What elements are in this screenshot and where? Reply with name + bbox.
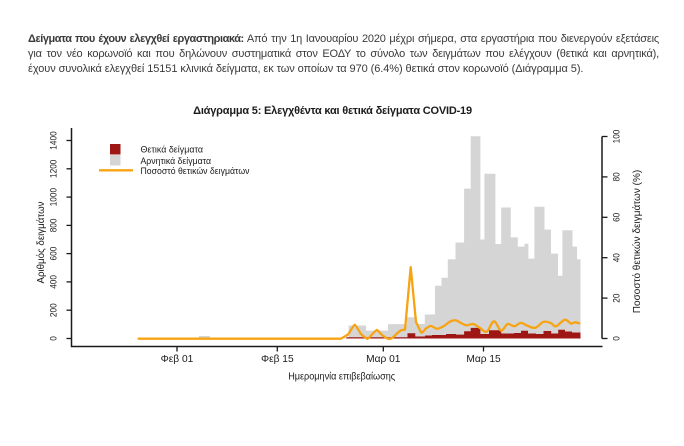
svg-text:Αριθμός δειγμάτων: Αριθμός δειγμάτων [35, 202, 47, 284]
svg-text:40: 40 [612, 253, 623, 262]
svg-text:100: 100 [612, 130, 623, 144]
svg-text:Φεβ 01: Φεβ 01 [161, 354, 194, 365]
svg-text:20: 20 [612, 293, 623, 302]
svg-text:200: 200 [49, 303, 60, 317]
svg-text:Μαρ 01: Μαρ 01 [366, 354, 401, 365]
svg-text:Ποσοστό θετικών δειγμάτων (%): Ποσοστό θετικών δειγμάτων (%) [631, 170, 643, 313]
svg-text:1400: 1400 [49, 131, 60, 149]
svg-text:Φεβ 15: Φεβ 15 [261, 354, 294, 365]
svg-text:1000: 1000 [49, 188, 60, 206]
svg-text:Αρνητικά δείγματα: Αρνητικά δείγματα [141, 156, 212, 167]
svg-text:0: 0 [612, 336, 623, 341]
svg-text:Ημερομηνία επιβεβαίωσης: Ημερομηνία επιβεβαίωσης [288, 371, 395, 383]
svg-text:80: 80 [612, 172, 623, 181]
svg-text:0: 0 [49, 336, 60, 341]
svg-text:600: 600 [49, 247, 60, 261]
svg-text:800: 800 [49, 219, 60, 233]
svg-text:Μαρ 15: Μαρ 15 [466, 354, 501, 365]
svg-text:1200: 1200 [49, 160, 60, 178]
svg-text:400: 400 [49, 275, 60, 289]
svg-text:60: 60 [612, 213, 623, 222]
svg-text:Θετικά δείγματα: Θετικά δείγματα [141, 145, 204, 156]
svg-text:Ποσοστό θετικών δειγμάτων: Ποσοστό θετικών δειγμάτων [141, 166, 250, 177]
